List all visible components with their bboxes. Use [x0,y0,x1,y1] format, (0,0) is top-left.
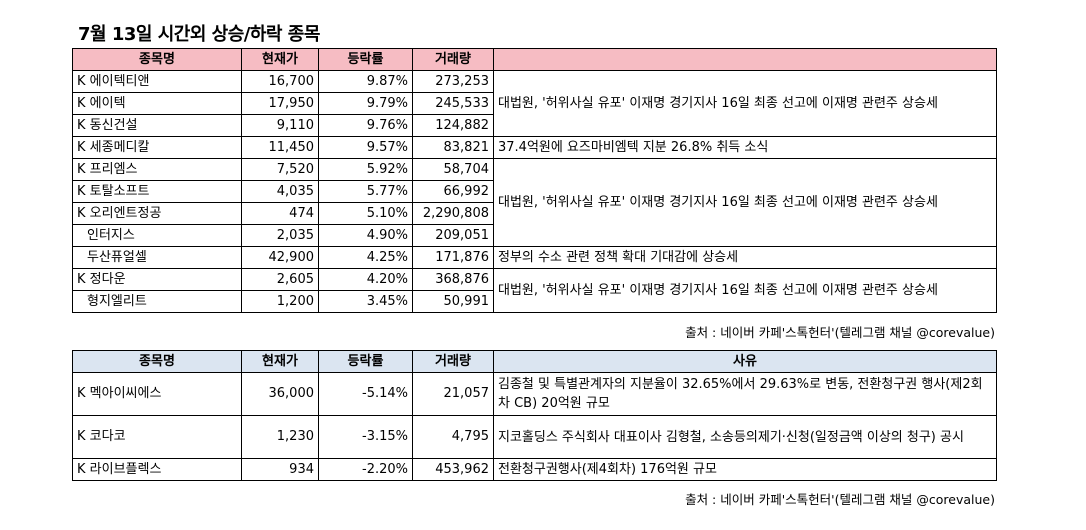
header-name: 종목명 [72,350,242,373]
stock-change: 5.92% [318,158,413,181]
stock-name: K 정다운 [72,268,242,291]
stock-change: 4.20% [318,268,413,291]
stock-volume: 245,533 [412,92,494,115]
losers-table: 종목명 현재가 등락률 거래량 사유 K 멕아이씨에스 36,000 -5.14… [72,350,997,481]
stock-reason: 대법원, '허위사실 유포' 이재명 경기지사 16일 최종 선고에 이재명 관… [493,268,997,313]
stock-name: 두산퓨얼셀 [72,246,242,269]
stock-price: 11,450 [241,136,319,159]
table-row: K 에이텍티앤 16,700 9.87% 273,253 대법원, '허위사실 … [72,70,997,137]
header-name: 종목명 [72,48,242,71]
stock-name: K 에이텍티앤 [72,70,242,93]
header-reason-blank [493,48,997,71]
stock-price: 1,230 [241,415,319,459]
stock-change: 5.10% [318,202,413,225]
table-row: K 정다운 2,605 4.20% 368,876 대법원, '허위사실 유포'… [72,268,997,313]
stock-change: 9.57% [318,136,413,159]
table-row: 형지엘리트 1,200 3.45% 50,991 [72,290,997,313]
table-row: K 코다코 1,230 -3.15% 4,795 지코홀딩스 주식회사 대표이사… [72,415,997,459]
stock-name: K 코다코 [72,415,242,459]
table-row: K 프리엠스 7,520 5.92% 58,704 대법원, '허위사실 유포'… [72,158,997,247]
stock-volume: 83,821 [412,136,494,159]
stock-change: 3.45% [318,290,413,313]
stock-price: 2,605 [241,268,319,291]
stock-name: K 오리엔트정공 [72,202,242,225]
header-volume: 거래량 [412,48,494,71]
stock-reason: 대법원, '허위사실 유포' 이재명 경기지사 16일 최종 선고에 이재명 관… [493,70,997,137]
table-row: 인터지스 2,035 4.90% 209,051 [72,224,997,247]
stock-change: 9.79% [318,92,413,115]
stock-change: -5.14% [318,372,413,416]
stock-price: 934 [241,458,319,481]
stock-volume: 453,962 [412,458,494,481]
stock-reason: 37.4억원에 요즈마비엠텍 지분 26.8% 취득 소식 [493,136,997,159]
source-note: 출처 : 네이버 카페'스톡헌터'(텔레그램 채널 @corevalue) [685,325,995,340]
stock-change: -3.15% [318,415,413,459]
stock-name: 형지엘리트 [72,290,242,313]
table-row: K 라이브플렉스 934 -2.20% 453,962 전환청구권행사(제4회차… [72,458,997,481]
stock-price: 1,200 [241,290,319,313]
header-change: 등락률 [318,48,413,71]
stock-change: 4.90% [318,224,413,247]
stock-volume: 21,057 [412,372,494,416]
stock-change: 9.87% [318,70,413,93]
stock-name: K 세종메디칼 [72,136,242,159]
stock-volume: 50,991 [412,290,494,313]
source-note: 출처 : 네이버 카페'스톡헌터'(텔레그램 채널 @corevalue) [685,492,995,507]
stock-name: 인터지스 [72,224,242,247]
stock-name: K 동신건설 [72,114,242,137]
header-price: 현재가 [241,48,319,71]
stock-price: 474 [241,202,319,225]
stock-name: K 토탈소프트 [72,180,242,203]
header-price: 현재가 [241,350,319,373]
stock-reason: 전환청구권행사(제4회차) 176억원 규모 [493,458,997,481]
page-title: 7월 13일 시간외 상승/하락 종목 [78,24,320,45]
header-volume: 거래량 [412,350,494,373]
table-row: K 토탈소프트 4,035 5.77% 66,992 [72,180,997,203]
stock-name: K 멕아이씨에스 [72,372,242,416]
stock-price: 7,520 [241,158,319,181]
stock-volume: 209,051 [412,224,494,247]
stock-name: K 프리엠스 [72,158,242,181]
stock-price: 2,035 [241,224,319,247]
stock-reason: 김종철 및 특별관계자의 지분율이 32.65%에서 29.63%로 변동, 전… [493,372,997,416]
stock-change: 9.76% [318,114,413,137]
stock-volume: 124,882 [412,114,494,137]
gainers-table: 종목명 현재가 등락률 거래량 K 에이텍티앤 16,700 9.87% 273… [72,48,997,313]
stock-name: K 에이텍 [72,92,242,115]
stock-volume: 4,795 [412,415,494,459]
table-row: K 멕아이씨에스 36,000 -5.14% 21,057 김종철 및 특별관계… [72,372,997,416]
stock-reason: 정부의 수소 관련 정책 확대 기대감에 상승세 [493,246,997,269]
stock-reason: 지코홀딩스 주식회사 대표이사 김형철, 소송등의제기·신청(일정금액 이상의 … [493,415,997,459]
stock-change: -2.20% [318,458,413,481]
stock-volume: 58,704 [412,158,494,181]
stock-price: 17,950 [241,92,319,115]
stock-change: 4.25% [318,246,413,269]
stock-change: 5.77% [318,180,413,203]
table-header-row: 종목명 현재가 등락률 거래량 [72,48,997,71]
table-row: K 세종메디칼 11,450 9.57% 83,821 37.4억원에 요즈마비… [72,136,997,159]
table-header-row: 종목명 현재가 등락률 거래량 사유 [72,350,997,373]
stock-price: 42,900 [241,246,319,269]
stock-reason: 대법원, '허위사실 유포' 이재명 경기지사 16일 최종 선고에 이재명 관… [493,158,997,247]
table-row: 두산퓨얼셀 42,900 4.25% 171,876 정부의 수소 관련 정책 … [72,246,997,269]
stock-volume: 2,290,808 [412,202,494,225]
table-row: K 오리엔트정공 474 5.10% 2,290,808 [72,202,997,225]
header-change: 등락률 [318,350,413,373]
stock-price: 16,700 [241,70,319,93]
header-reason: 사유 [493,350,997,373]
stock-volume: 66,992 [412,180,494,203]
stock-price: 9,110 [241,114,319,137]
stock-price: 36,000 [241,372,319,416]
stock-volume: 171,876 [412,246,494,269]
stock-name: K 라이브플렉스 [72,458,242,481]
stock-volume: 273,253 [412,70,494,93]
stock-volume: 368,876 [412,268,494,291]
stock-price: 4,035 [241,180,319,203]
